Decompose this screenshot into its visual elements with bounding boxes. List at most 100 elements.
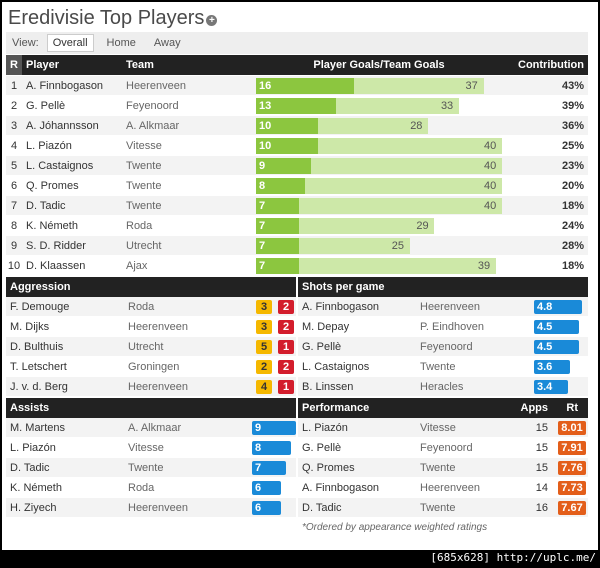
goals-bar: 28 10 <box>256 117 502 134</box>
goals-bar: 39 7 <box>256 257 502 274</box>
player-team: Groningen <box>128 360 180 373</box>
player-rank: 8 <box>10 219 18 232</box>
player-name[interactable]: M. Martens <box>10 421 66 434</box>
tab-away[interactable]: Away <box>153 37 181 49</box>
performance-row[interactable]: A. Finnbogason Heerenveen 14 7.73 <box>298 478 588 498</box>
rating-badge: 7.91 <box>558 441 586 455</box>
players-table-header: R Player Team Player Goals/Team Goals Co… <box>6 55 588 75</box>
player-name[interactable]: F. Demouge <box>10 300 70 313</box>
player-goals-bar: 10 <box>256 137 318 154</box>
player-name[interactable]: D. Bulthuis <box>10 340 64 353</box>
player-team: Vitesse <box>420 421 456 434</box>
player-name[interactable]: L. Piazón <box>26 139 72 152</box>
player-row[interactable]: 7 D. Tadic Twente 40 7 18% <box>6 196 588 216</box>
player-name[interactable]: M. Depay <box>302 320 350 333</box>
assists-row[interactable]: K. Németh Roda 6 <box>6 478 296 498</box>
shots-row[interactable]: M. Depay P. Eindhoven 4.5 <box>298 317 588 337</box>
team-goals-value: 25 <box>391 239 404 252</box>
player-goals-bar: 13 <box>256 97 336 114</box>
player-name[interactable]: G. Pellè <box>302 340 342 353</box>
tab-overall[interactable]: Overall <box>46 34 94 52</box>
player-row[interactable]: 9 S. D. Ridder Utrecht 25 7 28% <box>6 236 588 256</box>
player-name[interactable]: T. Letschert <box>10 360 67 373</box>
shots-value-bar: 4.5 <box>534 320 579 334</box>
performance-row[interactable]: D. Tadic Twente 16 7.67 <box>298 498 588 518</box>
title-row: Eredivisie Top Players + <box>8 5 218 31</box>
shots-row[interactable]: B. Linssen Heracles 3.4 <box>298 377 588 397</box>
player-team: Roda <box>128 481 155 494</box>
player-row[interactable]: 2 G. Pellè Feyenoord 33 13 39% <box>6 96 588 116</box>
player-rank: 1 <box>10 79 18 92</box>
team-goals-bar <box>256 257 496 274</box>
player-team: Heerenveen <box>420 481 480 494</box>
apps-value: 14 <box>535 482 548 494</box>
goals-bar: 37 16 <box>256 77 502 94</box>
player-name[interactable]: A. Finnbogason <box>302 481 380 494</box>
player-team: Feyenoord <box>420 340 473 353</box>
view-label: View: <box>12 37 39 49</box>
player-row[interactable]: 10 D. Klaassen Ajax 39 7 18% <box>6 256 588 276</box>
player-row[interactable]: 8 K. Németh Roda 29 7 24% <box>6 216 588 236</box>
player-name[interactable]: A. Finnbogason <box>26 79 104 92</box>
shots-value-bar: 4.5 <box>534 340 579 354</box>
player-name[interactable]: L. Castaignos <box>26 159 94 172</box>
shots-row[interactable]: G. Pellè Feyenoord 4.5 <box>298 337 588 357</box>
aggression-row[interactable]: F. Demouge Roda 3 2 <box>6 297 296 317</box>
shots-row[interactable]: A. Finnbogason Heerenveen 4.8 <box>298 297 588 317</box>
player-contribution: 28% <box>561 239 584 252</box>
performance-row[interactable]: Q. Promes Twente 15 7.76 <box>298 458 588 478</box>
player-name[interactable]: A. Finnbogason <box>302 300 380 313</box>
player-name[interactable]: M. Dijks <box>10 320 50 333</box>
player-row[interactable]: 6 Q. Promes Twente 40 8 20% <box>6 176 588 196</box>
player-rank: 9 <box>10 239 18 252</box>
shots-section: Shots per game A. Finnbogason Heerenveen 4… <box>298 277 588 397</box>
yellow-card-count: 3 <box>256 300 272 314</box>
aggression-row[interactable]: T. Letschert Groningen 2 2 <box>6 357 296 377</box>
player-name[interactable]: K. Németh <box>26 219 78 232</box>
player-name[interactable]: H. Ziyech <box>10 501 57 514</box>
player-name[interactable]: G. Pellè <box>26 99 66 112</box>
assists-header: Assists <box>6 398 296 418</box>
player-name[interactable]: L. Piazón <box>10 441 56 454</box>
player-name[interactable]: L. Castaignos <box>302 360 370 373</box>
player-name[interactable]: B. Linssen <box>302 380 354 393</box>
player-name[interactable]: D. Tadic <box>10 461 50 474</box>
player-row[interactable]: 4 L. Piazón Vitesse 40 10 25% <box>6 136 588 156</box>
player-name[interactable]: K. Németh <box>10 481 62 494</box>
player-row[interactable]: 1 A. Finnbogason Heerenveen 37 16 43% <box>6 76 588 96</box>
player-team: Heracles <box>420 380 464 393</box>
assists-row[interactable]: D. Tadic Twente 7 <box>6 458 296 478</box>
assists-row[interactable]: L. Piazón Vitesse 8 <box>6 438 296 458</box>
player-contribution: 18% <box>561 199 584 212</box>
player-team: Heerenveen <box>128 320 188 333</box>
player-row[interactable]: 5 L. Castaignos Twente 40 9 23% <box>6 156 588 176</box>
assists-row[interactable]: M. Martens A. Alkmaar 9 <box>6 418 296 438</box>
player-name[interactable]: G. Pellè <box>302 441 342 454</box>
player-name[interactable]: A. Jóhannsson <box>26 119 99 132</box>
player-name[interactable]: J. v. d. Berg <box>10 380 68 393</box>
player-name[interactable]: S. D. Ridder <box>26 239 86 252</box>
performance-row[interactable]: L. Piazón Vitesse 15 8.01 <box>298 418 588 438</box>
player-goals-bar: 9 <box>256 157 312 174</box>
aggression-row[interactable]: J. v. d. Berg Heerenveen 4 1 <box>6 377 296 397</box>
team-goals-value: 37 <box>465 79 478 92</box>
shots-row[interactable]: L. Castaignos Twente 3.6 <box>298 357 588 377</box>
assists-row[interactable]: H. Ziyech Heerenveen 6 <box>6 498 296 518</box>
top-players-panel: Eredivisie Top Players + View: Overall H… <box>2 2 598 550</box>
player-contribution: 18% <box>561 259 584 272</box>
player-name[interactable]: D. Klaassen <box>26 259 86 272</box>
aggression-row[interactable]: M. Dijks Heerenveen 3 2 <box>6 317 296 337</box>
player-name[interactable]: Q. Promes <box>26 179 79 192</box>
player-name[interactable]: Q. Promes <box>302 461 355 474</box>
player-name[interactable]: D. Tadic <box>302 501 342 514</box>
goals-bar: 40 8 <box>256 177 502 194</box>
player-row[interactable]: 3 A. Jóhannsson A. Alkmaar 28 10 36% <box>6 116 588 136</box>
player-name[interactable]: L. Piazón <box>302 421 348 434</box>
shots-rows: A. Finnbogason Heerenveen 4.8 M. Depay P. Ei… <box>298 297 588 397</box>
performance-row[interactable]: G. Pellè Feyenoord 15 7.91 <box>298 438 588 458</box>
player-name[interactable]: D. Tadic <box>26 199 66 212</box>
tab-home[interactable]: Home <box>106 37 136 49</box>
player-contribution: 39% <box>561 99 584 112</box>
aggression-row[interactable]: D. Bulthuis Utrecht 5 1 <box>6 337 296 357</box>
expand-plus-icon[interactable]: + <box>206 14 218 26</box>
